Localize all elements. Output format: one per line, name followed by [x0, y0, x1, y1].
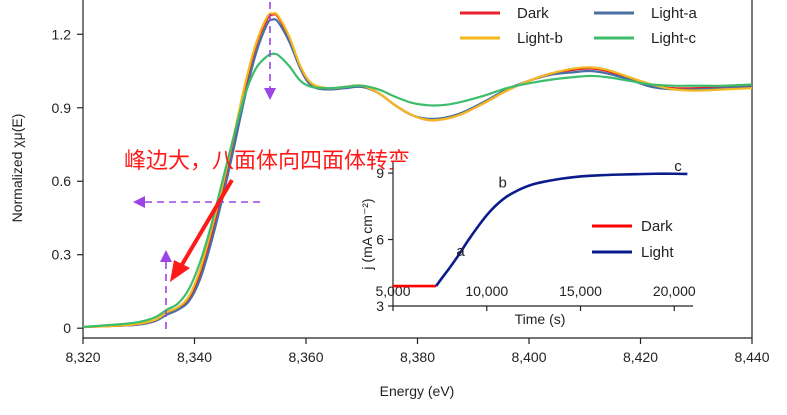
inset-x-tick-label: 20,000	[653, 283, 696, 299]
series-line-light-a	[82, 18, 753, 329]
main-y-ticks: 0 0.3 0.6 0.9 1.2	[52, 26, 83, 336]
inset-y-tick-label: 3	[376, 298, 384, 314]
inset-x-tick-label: 15,000	[559, 283, 602, 299]
legend-label-dark: Dark	[517, 5, 549, 22]
main-y-tick-label: 1.2	[52, 26, 72, 42]
preedge-guide-arrowhead	[160, 250, 172, 262]
main-legend: Dark Light-a Light-b Light-c	[460, 5, 698, 47]
legend-label-light-c: Light-c	[651, 30, 697, 47]
main-x-ticks: 8,320 8,340 8,360 8,380 8,400 8,420 8,440	[65, 338, 770, 365]
legend-label-light-a: Light-a	[651, 5, 698, 22]
inset-point-label-b: b	[499, 174, 507, 191]
main-axes: 8,320 8,340 8,360 8,380 8,400 8,420 8,440 0 0.3…	[52, 0, 770, 365]
inset-background	[393, 162, 693, 306]
inset-legend-label-dark: Dark	[641, 218, 673, 235]
main-x-tick-label: 8,380	[400, 349, 435, 365]
inset-series-group	[393, 172, 688, 288]
inset-y-axis-title: j (mA cm⁻²)	[359, 198, 375, 270]
annotation-text: 峰边大，八面体向四面体转变	[124, 149, 410, 174]
inset-x-axis-title: Time (s)	[515, 311, 566, 327]
inset-chart: 5,000 10,000 15,000 20,000 369 abc Time (s)…	[359, 158, 696, 327]
inset-point-labels: a b c	[456, 158, 682, 260]
inset-point-label-c: c	[674, 158, 682, 175]
inset-y-tick-label: 9	[376, 165, 384, 181]
inset-x-ticks: 5,000 10,000 15,000 20,000	[375, 283, 696, 311]
inset-y-ticks: 3 6 9	[376, 165, 393, 314]
main-y-tick-label: 0	[63, 320, 71, 336]
series-line-light-c	[82, 52, 753, 329]
inset-series-line-light	[435, 172, 688, 287]
main-x-tick-label: 8,420	[623, 349, 658, 365]
guide-arrows	[133, 2, 276, 332]
peak-guide-arrowhead	[264, 88, 276, 100]
main-x-tick-label: 8,440	[734, 349, 769, 365]
main-x-tick-label: 8,400	[511, 349, 546, 365]
legend-label-light-b: Light-b	[517, 30, 563, 47]
main-y-tick-label: 0.6	[52, 173, 72, 189]
main-y-axis-title: Normalized χμ(E)	[9, 114, 25, 223]
annotation-arrowhead	[170, 260, 190, 282]
inset-legend-label-light: Light	[641, 244, 674, 261]
inset-point-label-a: a	[456, 243, 465, 260]
main-x-tick-label: 8,340	[177, 349, 212, 365]
annotation-arrow-shaft	[178, 178, 234, 270]
main-series-group	[82, 12, 753, 329]
inset-y-tick-label: 6	[376, 232, 384, 248]
inset-legend: Dark Light	[592, 218, 674, 261]
main-x-tick-label: 8,320	[65, 349, 100, 365]
main-y-tick-label: 0.9	[52, 100, 72, 116]
edge-guide-arrowhead	[133, 196, 145, 208]
annotation-arrow	[170, 178, 234, 282]
main-y-tick-label: 0.3	[52, 247, 72, 263]
inset-x-tick-label: 10,000	[465, 283, 508, 299]
main-x-tick-label: 8,360	[288, 349, 323, 365]
main-x-axis-title: Energy (eV)	[380, 383, 455, 399]
